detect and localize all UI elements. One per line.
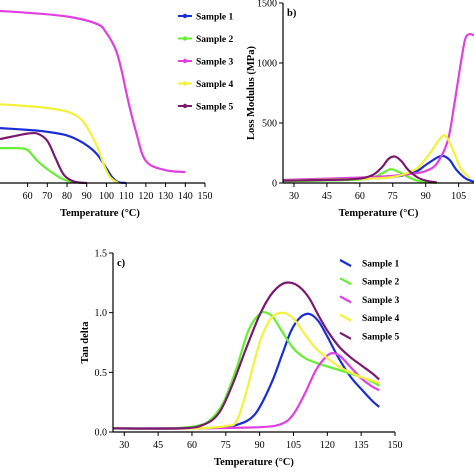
panel-label: c) xyxy=(117,258,126,269)
x-tick-label: 135 xyxy=(354,440,369,451)
x-tick-label: 75 xyxy=(221,440,231,451)
legend-swatch-line xyxy=(339,259,352,267)
series-line-2 xyxy=(0,146,87,184)
legend-label: Sample 2 xyxy=(196,35,233,45)
legend-marker xyxy=(182,103,188,109)
series-line-2 xyxy=(113,310,380,430)
series-line-5 xyxy=(113,281,380,430)
legend-label: Sample 1 xyxy=(196,13,233,23)
chart-panel-1: 60 70 80 90 100 110 120 130 140 150 Temperature (°… xyxy=(0,9,233,219)
x-tick-label: 150 xyxy=(388,440,403,451)
chart-panel-3: 30 45 60 75 90 105 120 135 150 0.0 0.5 1.0 1.5 Temper… xyxy=(80,249,403,469)
x-axis-title: Temperature (°C) xyxy=(339,208,419,219)
legend-marker xyxy=(182,58,188,64)
y-tick-label: 500 xyxy=(262,119,277,130)
legend-swatch-line xyxy=(339,313,352,322)
x-tick-label: 90 xyxy=(255,440,265,451)
legend-label: Sample 3 xyxy=(196,58,233,68)
x-axis-title: Temperature (°C) xyxy=(60,208,140,219)
series-line-3 xyxy=(283,32,474,182)
x-tick-label: 130 xyxy=(158,191,173,202)
x-tick-label: 105 xyxy=(286,440,301,451)
legend-swatch-line xyxy=(339,277,352,286)
legend-marker xyxy=(182,36,188,41)
x-tick-label: 90 xyxy=(421,191,431,202)
x-tick-label: 105 xyxy=(451,191,466,202)
x-tick-label: 110 xyxy=(119,191,134,202)
series-line-5 xyxy=(0,131,87,184)
x-tick-label: 75 xyxy=(388,191,398,202)
x-tick-label: 60 xyxy=(23,191,33,202)
x-tick-label: 60 xyxy=(355,191,365,202)
x-tick-label: 150 xyxy=(198,191,213,202)
series-line-3 xyxy=(0,9,186,174)
y-tick-label: 1000 xyxy=(257,59,277,70)
legend-swatch-line xyxy=(339,331,352,340)
legend: Sample 1 Sample 2 Sample 3 Sample 4 Sample 5 xyxy=(178,13,233,113)
x-tick-label: 30 xyxy=(289,191,299,202)
x-tick-label: 80 xyxy=(62,191,72,202)
x-tick-label: 30 xyxy=(119,440,129,451)
y-tick-label: 0.0 xyxy=(95,428,108,439)
legend-label: Sample 5 xyxy=(362,332,399,342)
legend-label: Sample 2 xyxy=(362,278,399,288)
y-tick-label: 1.5 xyxy=(95,249,108,260)
legend: Sample 1 Sample 2 Sample 3 Sample 4 Sample 5 xyxy=(339,259,399,342)
x-tick-label: 120 xyxy=(320,440,335,451)
legend-label: Sample 4 xyxy=(196,80,233,90)
legend-swatch-line xyxy=(339,295,352,304)
x-tick-label: 90 xyxy=(82,191,92,202)
y-tick-label: 1500 xyxy=(257,0,277,10)
x-tick-label: 70 xyxy=(42,191,52,202)
legend-label: Sample 4 xyxy=(362,314,399,324)
y-axis-title: Loss Modulus (MPa) xyxy=(246,46,257,140)
y-tick-label: 1.0 xyxy=(95,308,108,319)
x-tick-label: 140 xyxy=(178,191,193,202)
x-tick-label: 120 xyxy=(138,191,153,202)
x-tick-label: 45 xyxy=(153,440,163,451)
panel-label: b) xyxy=(287,8,297,19)
x-axis-title: Temperature (°C) xyxy=(214,457,294,468)
legend-label: Sample 1 xyxy=(362,260,399,270)
x-tick-label: 100 xyxy=(99,191,114,202)
legend-label: Sample 3 xyxy=(362,296,399,306)
y-tick-label: 0 xyxy=(272,179,277,190)
series-line-4 xyxy=(113,311,380,430)
x-tick-label: 60 xyxy=(187,440,197,451)
legend-label: Sample 5 xyxy=(196,103,233,113)
chart-panel-2: 30 45 60 75 90 105 0 500 1000 1500 Temperature (°C… xyxy=(246,0,474,219)
x-tick-label: 45 xyxy=(322,191,332,202)
series-line-4 xyxy=(283,134,471,182)
series-line-4 xyxy=(0,103,119,184)
legend-marker xyxy=(182,13,188,19)
y-axis-title: Tan delta xyxy=(80,321,91,364)
series-line-5 xyxy=(283,155,437,184)
legend-marker xyxy=(182,81,188,86)
y-tick-label: 0.5 xyxy=(95,368,108,379)
